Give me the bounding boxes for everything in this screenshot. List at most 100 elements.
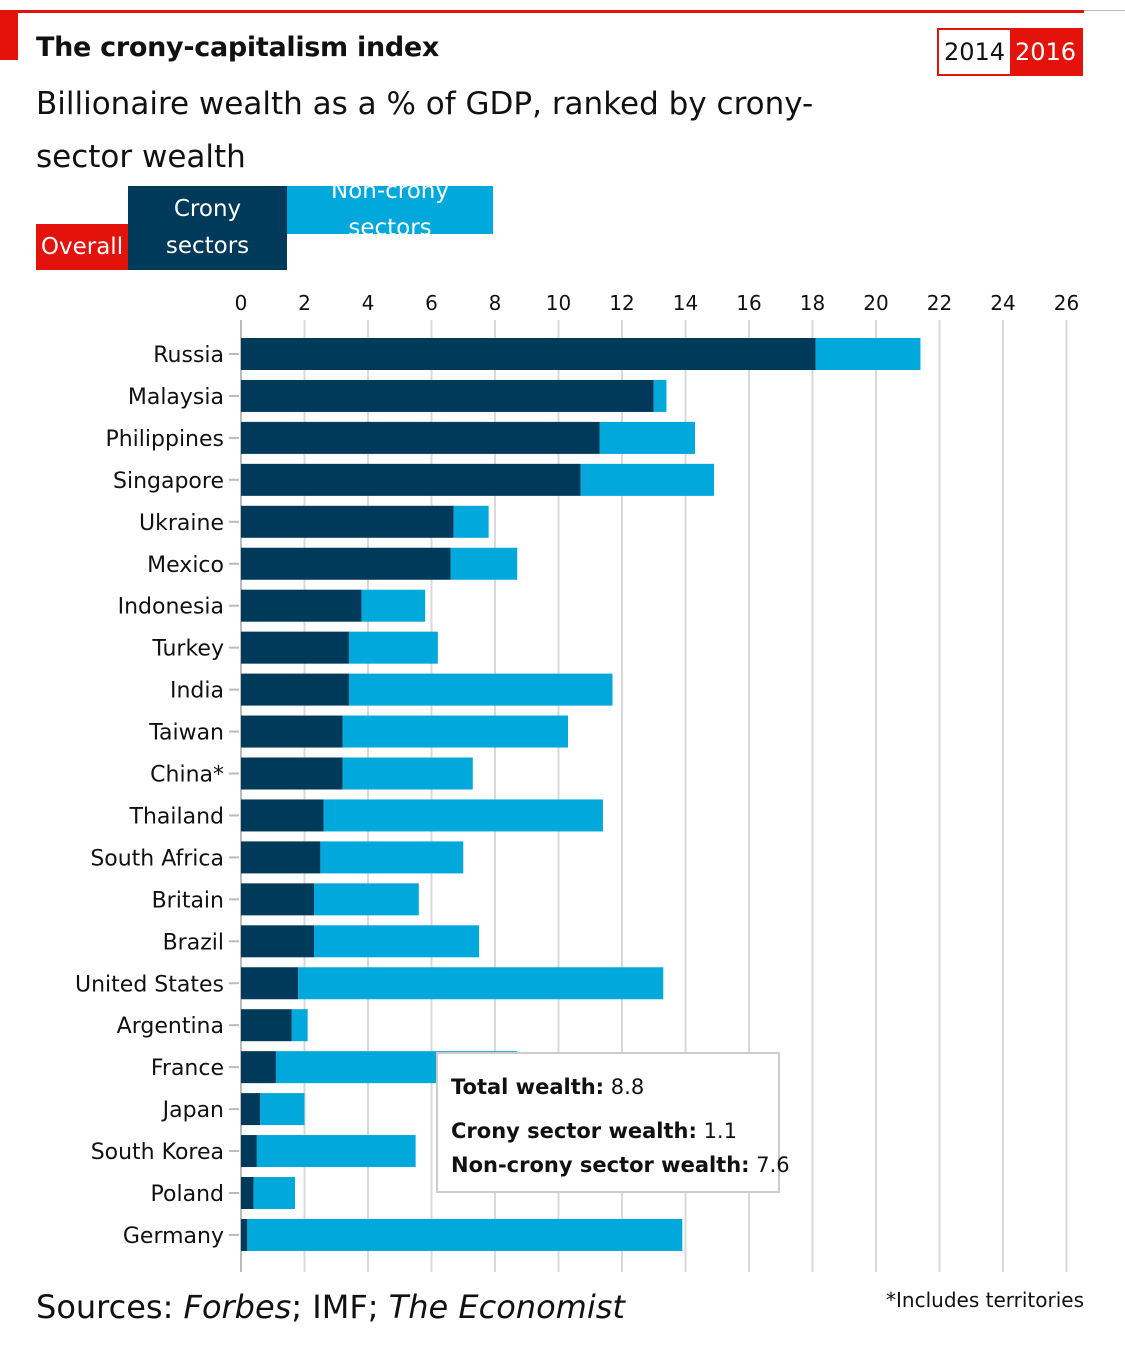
tab-non-crony-sectors[interactable]: Non-crony sectors <box>287 178 493 241</box>
tooltip-total-label: Total wealth: <box>451 1075 605 1099</box>
bar-noncrony <box>348 631 438 664</box>
x-tick-label: 4 <box>362 291 375 315</box>
category-label: China* <box>150 763 224 788</box>
top-rule <box>18 10 1084 13</box>
tab-overall[interactable]: Overall <box>36 224 128 270</box>
source-forbes: Forbes <box>183 1288 292 1326</box>
bar-crony <box>241 799 324 832</box>
tooltip-crony: Crony sector wealth: 1.1 <box>451 1114 778 1148</box>
bar-crony <box>241 1051 276 1084</box>
bar-noncrony <box>298 967 664 1000</box>
bar-noncrony <box>314 883 419 916</box>
category-label: Turkey <box>151 637 224 662</box>
bar-crony <box>241 589 362 622</box>
bar-crony <box>241 841 321 874</box>
tooltip-total: Total wealth: 8.8 <box>451 1070 778 1104</box>
x-tick-label: 24 <box>990 291 1015 315</box>
bar-crony <box>241 1093 261 1126</box>
top-rule-tail <box>1084 10 1125 11</box>
category-label: Thailand <box>129 804 224 829</box>
tooltip-noncrony-label: Non-crony sector wealth: <box>451 1153 750 1177</box>
sources-prefix: Sources: <box>36 1288 184 1326</box>
bar-noncrony <box>450 547 518 580</box>
x-tick-label: 6 <box>425 291 438 315</box>
category-label: Mexico <box>147 553 224 578</box>
category-label: Russia <box>153 343 224 368</box>
category-label: India <box>170 679 224 704</box>
bar-crony <box>241 1009 292 1042</box>
year-2016-button[interactable]: 2016 <box>1010 30 1081 74</box>
category-label: South Africa <box>90 846 224 871</box>
bar-noncrony <box>453 505 489 538</box>
x-tick-label: 22 <box>927 291 952 315</box>
category-label: Indonesia <box>118 595 224 620</box>
bar-noncrony <box>247 1218 683 1251</box>
bar-crony <box>241 379 654 412</box>
bar-crony <box>241 463 581 496</box>
x-tick-label: 12 <box>609 291 634 315</box>
sources-line: Sources: Forbes; IMF; The Economist <box>36 1288 625 1326</box>
category-label: Taiwan <box>148 721 224 746</box>
bar-crony <box>241 421 600 454</box>
year-toggle: 2014 2016 <box>937 28 1083 76</box>
bar-crony <box>241 338 816 370</box>
x-tick-label: 16 <box>736 291 761 315</box>
bar-noncrony <box>253 1177 295 1209</box>
category-label: Japan <box>161 1098 224 1123</box>
bar-noncrony <box>320 841 464 874</box>
tooltip-total-value: 8.8 <box>610 1075 645 1099</box>
x-tick-label: 8 <box>489 291 502 315</box>
bar-noncrony <box>291 1009 308 1042</box>
bar-crony <box>241 925 315 958</box>
category-label: Ukraine <box>139 511 224 536</box>
source-economist: The Economist <box>388 1288 625 1326</box>
bar-noncrony <box>314 925 480 958</box>
bar-noncrony <box>653 379 667 412</box>
bar-noncrony <box>580 463 715 496</box>
bar-noncrony <box>323 799 603 832</box>
bar-noncrony <box>342 715 569 748</box>
category-label: France <box>151 1056 224 1081</box>
bar-crony <box>241 883 315 916</box>
bar-crony <box>241 1218 248 1251</box>
bar-noncrony <box>599 421 696 454</box>
tooltip-noncrony: Non-crony sector wealth: 7.6 <box>451 1148 790 1182</box>
bar-crony <box>241 967 299 1000</box>
bar-noncrony <box>260 1093 305 1126</box>
bar-crony <box>241 631 349 664</box>
bar-crony <box>241 673 349 706</box>
bar-noncrony <box>815 338 921 370</box>
x-tick-label: 10 <box>546 291 571 315</box>
year-2014-button[interactable]: 2014 <box>943 38 1006 66</box>
x-tick-label: 18 <box>800 291 825 315</box>
brand-tag <box>0 10 18 60</box>
bar-crony <box>241 505 454 538</box>
category-label: Germany <box>123 1224 224 1249</box>
category-label: South Korea <box>91 1140 224 1165</box>
tab-crony-sectors[interactable]: Crony sectors <box>128 186 287 270</box>
bar-crony <box>241 1177 254 1209</box>
category-label: Singapore <box>113 469 224 494</box>
chart-subtitle: Billionaire wealth as a % of GDP, ranked… <box>36 86 814 175</box>
bar-crony <box>241 1135 257 1168</box>
bar-crony <box>241 715 343 748</box>
source-imf: ; IMF; <box>291 1288 389 1326</box>
category-label: Philippines <box>105 427 224 452</box>
category-label: Brazil <box>163 930 224 955</box>
category-label: Poland <box>151 1182 224 1207</box>
x-tick-label: 14 <box>673 291 698 315</box>
tooltip-noncrony-value: 7.6 <box>756 1153 790 1177</box>
bar-chart: 0 2 4 6 8 10 12 14 16 18 20 22 24 26RussiaMalaysiaPhi… <box>75 291 1079 1272</box>
bar-crony <box>241 547 451 580</box>
category-label: Malaysia <box>128 385 224 410</box>
footnote: *Includes territories <box>886 1288 1084 1312</box>
x-tick-label: 0 <box>235 291 248 315</box>
bar-noncrony <box>342 757 473 790</box>
tooltip-crony-value: 1.1 <box>703 1119 737 1143</box>
bar-noncrony <box>256 1135 416 1168</box>
bar-noncrony <box>361 589 426 622</box>
category-label: United States <box>75 972 224 997</box>
x-tick-label: 20 <box>863 291 888 315</box>
category-label: Argentina <box>117 1014 224 1039</box>
tab-crony-label: Crony sectors <box>165 196 250 259</box>
